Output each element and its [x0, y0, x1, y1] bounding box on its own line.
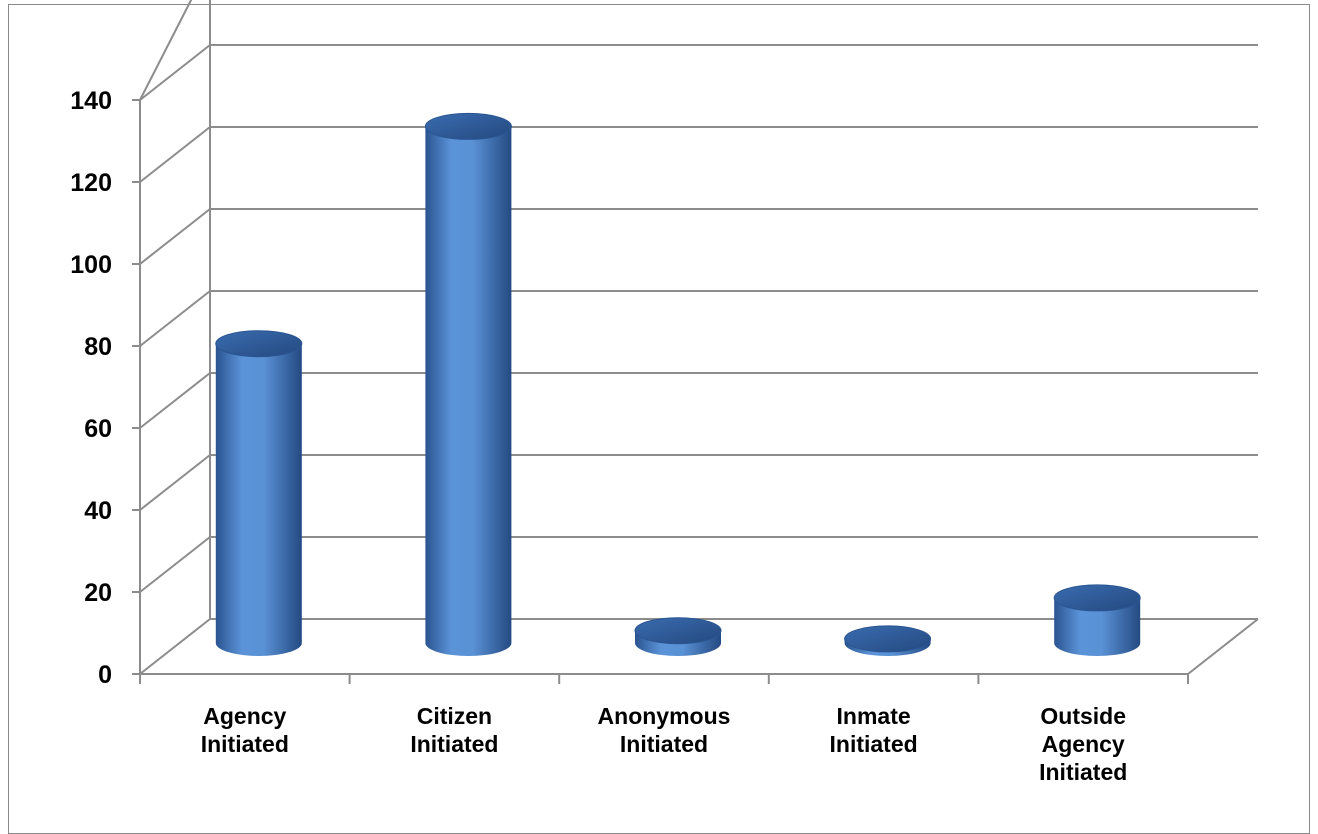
bar-body: [425, 126, 512, 656]
bar: [1053, 584, 1141, 656]
side-wall-line: [139, 44, 211, 101]
grid-layer: [139, 0, 1258, 675]
label-layer: 0 20 40 60 80 100 120 140 Agency Initiated Citizen…: [70, 87, 1127, 785]
bar-top: [844, 625, 932, 653]
side-wall-line: [139, 208, 211, 265]
bar-body: [215, 343, 302, 656]
x-tick-label: Outside Agency Initiated: [1039, 703, 1127, 785]
bar-body: [1054, 597, 1141, 656]
y-tick-label: 60: [84, 415, 112, 443]
bar-layer: [215, 112, 1141, 656]
bar: [634, 617, 722, 656]
bar-top: [215, 330, 303, 358]
bar-top: [634, 617, 722, 645]
side-wall-line: [139, 290, 211, 347]
x-tick-label: Citizen Initiated: [410, 703, 498, 757]
x-tick-label: Anonymous Initiated: [598, 703, 731, 757]
bar: [844, 625, 932, 656]
bar-top: [1053, 584, 1141, 612]
side-wall-line: [139, 536, 211, 593]
side-wall-line: [139, 0, 193, 101]
y-tick-label: 80: [84, 333, 112, 361]
side-wall-line: [139, 618, 211, 675]
side-wall-line: [139, 126, 211, 183]
x-tick-label: Inmate Initiated: [830, 703, 918, 757]
y-tick-label: 120: [70, 169, 112, 197]
bar-top: [424, 112, 512, 140]
y-tick-label: 100: [70, 251, 112, 279]
x-tick-label: Agency Initiated: [201, 703, 289, 757]
side-wall-line: [139, 454, 211, 511]
y-tick-label: 140: [70, 87, 112, 115]
side-wall-line: [139, 372, 211, 429]
y-tick-label: 0: [98, 661, 112, 689]
y-tick-label: 40: [84, 497, 112, 525]
bar: [215, 330, 303, 656]
bar: [424, 112, 512, 656]
axis-layer: [132, 0, 1259, 684]
floor-edge: [1187, 618, 1259, 675]
y-tick-label: 20: [84, 579, 112, 607]
